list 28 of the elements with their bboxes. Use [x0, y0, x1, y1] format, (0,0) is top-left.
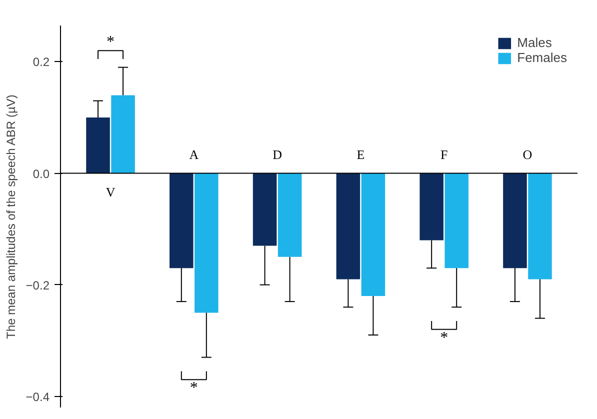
y-tick-label: 0.2	[32, 55, 50, 70]
bar	[361, 173, 386, 296]
legend-label: Females	[517, 50, 567, 65]
annotation: *	[190, 380, 198, 397]
x-tick-label: E	[356, 147, 365, 162]
bar	[252, 173, 277, 246]
y-tick-label: 0.0	[32, 166, 50, 181]
x-tick-label: D	[272, 147, 282, 162]
bar	[278, 173, 302, 257]
x-tick-label: O	[522, 147, 532, 162]
y-axis-title: The mean amplitudes of the speech ABR (µV)	[4, 94, 18, 340]
bar	[420, 173, 444, 240]
bar	[336, 173, 360, 280]
bar	[444, 173, 468, 268]
x-tick-label: V	[106, 184, 116, 200]
x-tick-label: F	[440, 147, 448, 162]
bar	[111, 95, 135, 174]
bar	[503, 173, 527, 268]
annotation: *	[440, 329, 448, 346]
bar	[528, 173, 552, 280]
bar	[86, 118, 110, 174]
legend-label: Males	[517, 35, 552, 50]
annotation: *	[106, 34, 115, 51]
y-tick-label: −0.4	[26, 390, 50, 404]
bar	[170, 173, 194, 268]
x-tick-label: A	[189, 147, 200, 162]
y-tick-label: −0.2	[26, 278, 50, 292]
bar	[194, 173, 218, 313]
